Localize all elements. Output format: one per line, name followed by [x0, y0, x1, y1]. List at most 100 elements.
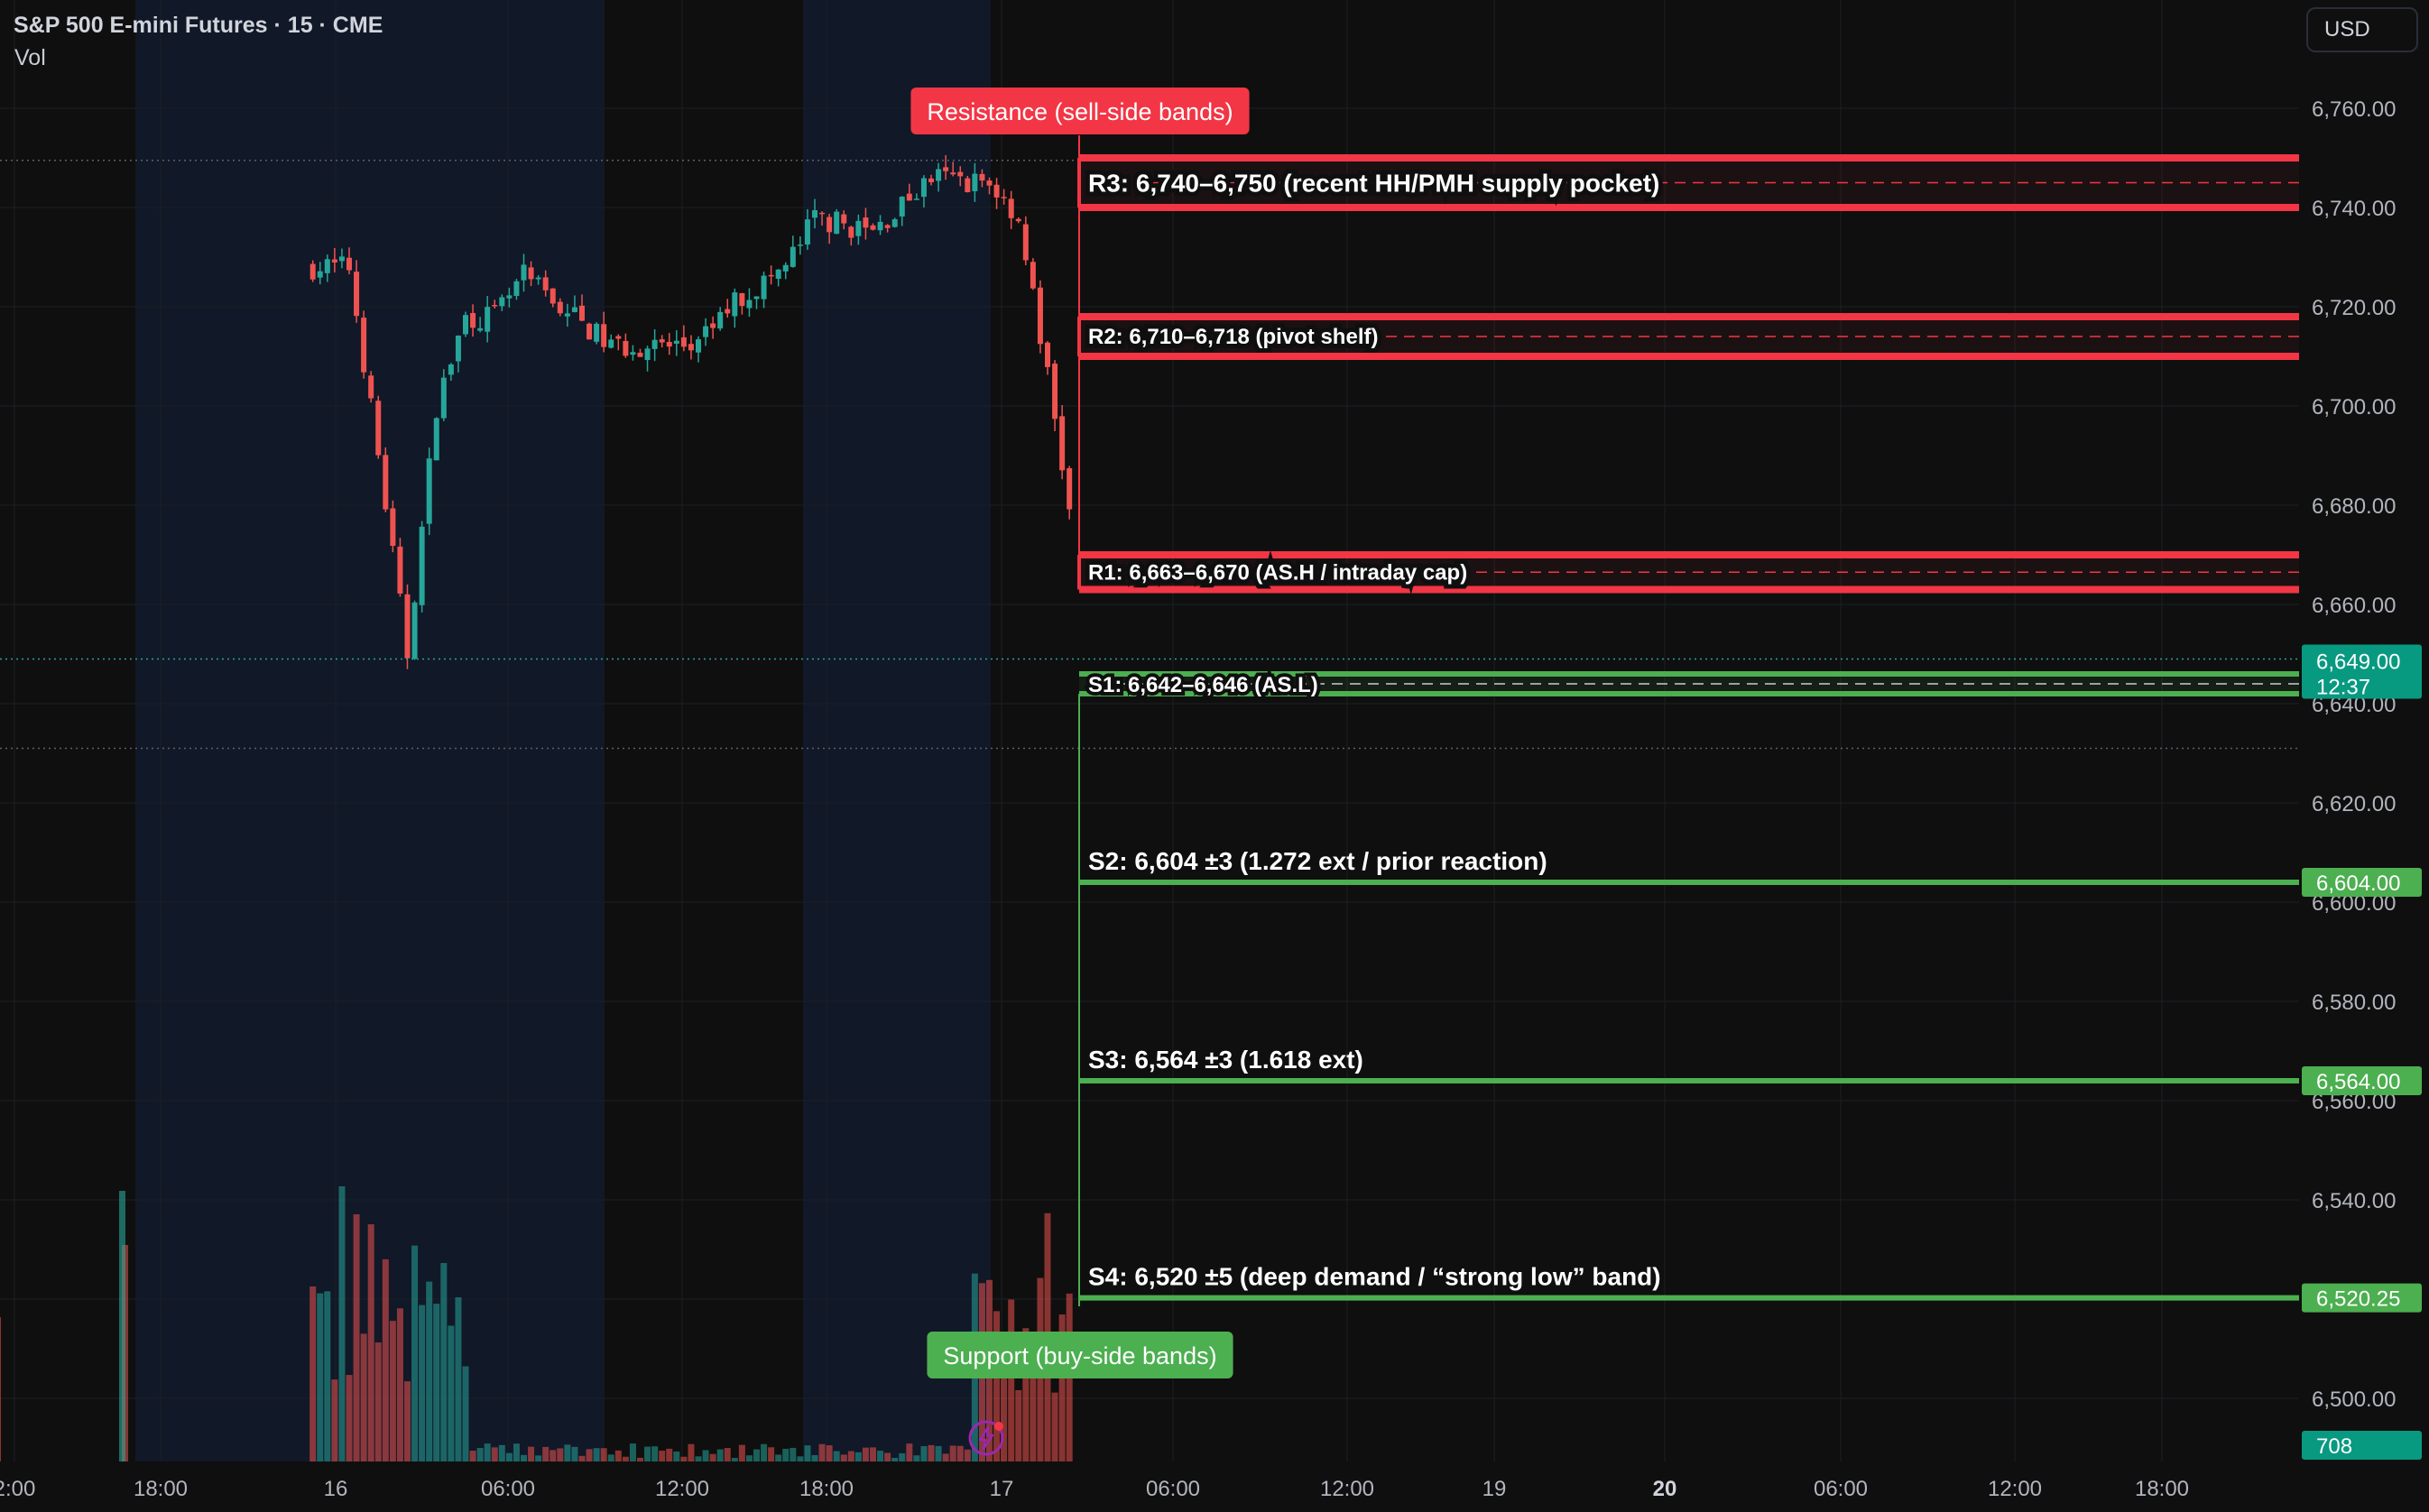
- volume-bar: [419, 1305, 426, 1461]
- lightning-alert-icon[interactable]: [966, 1418, 1006, 1458]
- candle-body: [601, 324, 607, 347]
- y-tick-label: 6,620.00: [2312, 792, 2396, 816]
- volume-bar: [659, 1451, 666, 1461]
- band-label: S1: 6,642–6,646 (AS.L): [1088, 673, 1318, 697]
- candle-body: [586, 323, 593, 340]
- candle-body: [1059, 416, 1066, 471]
- volume-bar: [964, 1449, 971, 1461]
- candle-body: [884, 225, 891, 228]
- candle-body: [368, 375, 374, 399]
- candle-body: [790, 246, 796, 267]
- volume-bar: [550, 1450, 557, 1461]
- volume-bar: [775, 1454, 782, 1461]
- candle-body: [710, 323, 716, 328]
- volume-bar: [353, 1214, 360, 1461]
- support-line-4: S4: 6,520 ±5 (deep demand / “strong low”…: [1079, 1263, 2299, 1301]
- candle-body: [506, 295, 513, 299]
- candle-body: [331, 259, 337, 263]
- volume-bar: [1015, 1389, 1022, 1461]
- volume-value-tag-bg: [2302, 1431, 2422, 1460]
- x-tick-label: 18:00: [799, 1477, 854, 1501]
- candle-body: [513, 281, 520, 297]
- volume-bar: [521, 1454, 527, 1461]
- volume-bar: [426, 1281, 433, 1461]
- candle-body: [338, 256, 345, 262]
- candle-body: [1052, 364, 1058, 419]
- volume-bar: [389, 1321, 396, 1461]
- candle-body: [651, 339, 658, 349]
- candle-body: [972, 173, 978, 191]
- y-tick-label: 6,700.00: [2312, 395, 2396, 419]
- candle-body: [819, 212, 826, 215]
- candle-body: [725, 309, 731, 314]
- volume-bar: [491, 1447, 498, 1461]
- candle-body: [309, 263, 316, 280]
- x-tick-label: 18:00: [134, 1477, 188, 1501]
- volume-bar: [768, 1447, 775, 1461]
- volume-bar: [317, 1293, 324, 1461]
- candle-body: [499, 297, 505, 307]
- volume-bar: [949, 1445, 956, 1461]
- volume-bar: [476, 1447, 484, 1461]
- volume-bar: [1058, 1314, 1066, 1461]
- candle-body: [957, 171, 964, 177]
- x-tick-label: 12:00: [655, 1477, 709, 1501]
- volume-bar: [360, 1333, 367, 1461]
- candle-body: [557, 301, 563, 314]
- volume-bar: [382, 1258, 389, 1461]
- volume-bar: [396, 1308, 403, 1461]
- symbol-title[interactable]: S&P 500 E-mini Futures · 15 · CME: [14, 13, 383, 38]
- candle-body: [739, 292, 745, 307]
- x-tick-label: 2:00: [0, 1477, 35, 1501]
- candle-body: [1030, 262, 1036, 289]
- volume-bar: [847, 1451, 854, 1461]
- x-tick-label: 12:00: [1988, 1477, 2042, 1501]
- volume-bar: [862, 1447, 869, 1461]
- y-tick-label: 6,680.00: [2312, 494, 2396, 519]
- volume-value-tag: 708: [2302, 1431, 2422, 1460]
- candle-body: [354, 272, 360, 317]
- volume-bar: [505, 1452, 513, 1461]
- volume-bar: [528, 1446, 535, 1461]
- candle-body: [855, 220, 862, 236]
- currency-selector[interactable]: USD: [2306, 7, 2418, 52]
- candle-body: [485, 307, 491, 332]
- band-label: R1: 6,663–6,670 (AS.H / intraday cap): [1088, 560, 1467, 585]
- candle-body: [615, 336, 622, 339]
- volume-bar: [731, 1457, 738, 1461]
- candle-body: [891, 219, 898, 227]
- volume-bar: [724, 1448, 731, 1461]
- candle-body: [732, 292, 738, 317]
- candle-body: [630, 352, 636, 355]
- band-label: R2: 6,710–6,718 (pivot shelf): [1088, 325, 1378, 349]
- candle-body: [703, 326, 709, 337]
- volume-bar: [644, 1446, 651, 1461]
- volume-bar: [877, 1451, 884, 1461]
- candle-body: [528, 267, 534, 280]
- candle-body: [797, 244, 803, 246]
- candle-body: [804, 219, 810, 245]
- candle-body: [455, 335, 461, 362]
- candle-body: [637, 352, 643, 357]
- candle-body: [346, 257, 352, 271]
- volume-bar: [745, 1455, 753, 1461]
- candle-body: [397, 546, 403, 594]
- volume-bar: [716, 1449, 724, 1461]
- candle-body: [535, 277, 541, 280]
- volume-bar: [629, 1443, 636, 1461]
- candle-body: [579, 305, 585, 321]
- volume-bar: [586, 1449, 593, 1461]
- y-tick-label: 6,740.00: [2312, 197, 2396, 221]
- candle-body: [753, 296, 760, 300]
- candle-body: [717, 311, 724, 329]
- volume-bar: [761, 1443, 768, 1461]
- volume-bar: [119, 1191, 125, 1461]
- candle-body: [666, 341, 672, 347]
- candle-body: [696, 339, 701, 353]
- volume-bar: [956, 1445, 964, 1461]
- volume-bar: [680, 1456, 688, 1461]
- volume-bar: [790, 1447, 797, 1461]
- volume-bar: [469, 1451, 476, 1461]
- candle-body: [827, 217, 833, 233]
